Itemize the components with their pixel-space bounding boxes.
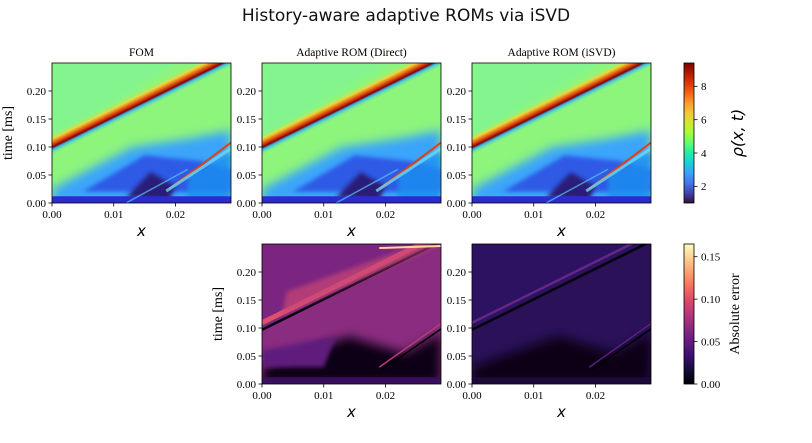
colorbar-tick-label: 2 — [701, 181, 707, 193]
y-tick-label: 0.00 — [237, 379, 257, 391]
error-field — [262, 244, 441, 384]
y-axis-label: time [ms] — [1, 106, 16, 160]
y-tick-label: 0.15 — [447, 295, 467, 307]
y-tick-label: 0.10 — [447, 323, 467, 335]
x-axis-label: x — [346, 403, 356, 421]
y-tick-label: 0.10 — [237, 142, 257, 154]
y-tick-label: 0.10 — [447, 142, 467, 154]
x-tick-label: 0.01 — [314, 390, 333, 402]
x-tick-label: 0.01 — [104, 209, 123, 221]
axes-frame — [471, 62, 652, 204]
y-tick-label: 0.00 — [27, 198, 47, 210]
y-tick-label: 0.15 — [237, 114, 257, 126]
y-tick-label: 0.05 — [447, 170, 467, 182]
colorbar-tick-label: 6 — [701, 114, 707, 126]
x-tick-label: 0.00 — [252, 390, 272, 402]
panel-title: Adaptive ROM (iSVD) — [508, 47, 616, 59]
axes-1: 0.00 0.01 0.02 0.00 0.05 0.10 0.15 0.20 FOM x time… — [1, 47, 232, 240]
x-tick-label: 0.00 — [462, 390, 482, 402]
panel-title: Adaptive ROM (Direct) — [296, 47, 407, 59]
x-axis-label: x — [136, 222, 146, 240]
y-tick-label: 0.10 — [27, 142, 47, 154]
colorbar-tick-label: 0.10 — [701, 294, 721, 306]
y-tick-label: 0.20 — [237, 267, 257, 279]
y-tick-label: 0.00 — [237, 198, 257, 210]
y-tick-label: 0.20 — [447, 86, 467, 98]
colorbar-label: Absolute error — [728, 273, 743, 355]
x-tick-label: 0.01 — [314, 209, 333, 221]
axes-frame — [261, 243, 442, 385]
y-tick-label: 0.05 — [447, 351, 467, 363]
axes-5: 0.00 0.01 0.02 0.00 0.05 0.10 0.15 0.20 x — [447, 243, 652, 421]
x-axis-label: x — [346, 222, 356, 240]
density-field — [52, 63, 231, 203]
x-tick-label: 0.02 — [376, 390, 395, 402]
colorbar-density: 2 4 6 8 ρ(x, t) — [683, 62, 747, 204]
x-tick-label: 0.02 — [586, 209, 605, 221]
x-tick-label: 0.02 — [376, 209, 395, 221]
density-field — [472, 63, 651, 203]
colorbar-gradient — [683, 62, 695, 204]
x-tick-label: 0.01 — [524, 390, 543, 402]
y-tick-label: 0.15 — [447, 114, 467, 126]
colorbar-tick-label: 0.00 — [701, 379, 721, 391]
axes-3: 0.00 0.01 0.02 0.00 0.05 0.10 0.15 0.20 Adaptive… — [447, 47, 652, 240]
y-tick-label: 0.20 — [237, 86, 257, 98]
y-tick-label: 0.00 — [447, 379, 467, 391]
panel-title: FOM — [129, 47, 154, 59]
x-tick-label: 0.02 — [586, 390, 605, 402]
y-tick-label: 0.20 — [27, 86, 47, 98]
colorbar-gradient — [683, 243, 695, 385]
y-tick-label: 0.10 — [237, 323, 257, 335]
axes-frame — [261, 62, 442, 204]
axes-frame — [51, 62, 232, 204]
x-tick-label: 0.01 — [524, 209, 543, 221]
x-axis-label: x — [556, 403, 566, 421]
figure-title: History-aware adaptive ROMs via iSVD — [241, 6, 571, 26]
x-tick-label: 0.00 — [462, 209, 482, 221]
colorbar-label: ρ(x, t) — [728, 109, 747, 158]
colorbar-tick-label: 0.15 — [701, 252, 721, 264]
y-tick-label: 0.20 — [447, 267, 467, 279]
x-tick-label: 0.00 — [42, 209, 62, 221]
y-tick-label: 0.15 — [27, 114, 47, 126]
y-tick-label: 0.15 — [237, 295, 257, 307]
y-tick-label: 0.05 — [237, 351, 257, 363]
colorbar-tick-label: 8 — [701, 81, 707, 93]
y-tick-label: 0.00 — [447, 198, 467, 210]
y-tick-label: 0.05 — [27, 170, 47, 182]
y-tick-label: 0.05 — [237, 170, 257, 182]
error-field — [472, 244, 651, 384]
y-axis-label: time [ms] — [211, 287, 226, 341]
x-tick-label: 0.02 — [166, 209, 185, 221]
colorbar-tick-label: 4 — [701, 148, 707, 160]
x-tick-label: 0.00 — [252, 209, 272, 221]
colorbar-error: 0.00 0.05 0.10 0.15 Absolute error — [683, 243, 743, 391]
axes-2: 0.00 0.01 0.02 0.00 0.05 0.10 0.15 0.20 Adaptive… — [237, 47, 442, 240]
colorbar-tick-label: 0.05 — [701, 336, 721, 348]
axes-4: 0.00 0.01 0.02 0.00 0.05 0.10 0.15 0.20 x time [m… — [211, 243, 442, 421]
x-axis-label: x — [556, 222, 566, 240]
density-field — [262, 63, 441, 203]
axes-frame — [471, 243, 652, 385]
